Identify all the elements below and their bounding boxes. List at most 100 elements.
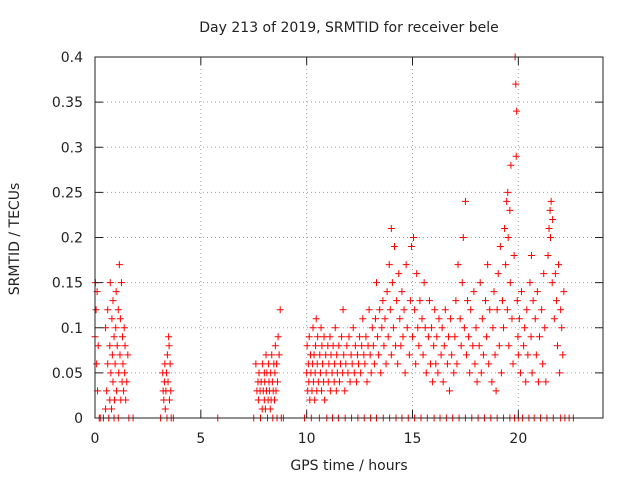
data-point	[331, 360, 339, 368]
data-point	[415, 342, 423, 350]
data-point	[254, 396, 262, 404]
data-point	[397, 342, 405, 350]
data-point	[109, 297, 117, 305]
data-point	[273, 378, 281, 386]
data-point	[516, 369, 524, 377]
data-point	[117, 279, 125, 287]
data-point	[559, 351, 567, 359]
data-point	[451, 333, 459, 341]
data-point	[432, 360, 440, 368]
data-point	[549, 215, 557, 223]
data-point	[381, 315, 389, 323]
data-point	[104, 360, 112, 368]
data-point	[316, 351, 324, 359]
data-point	[532, 351, 540, 359]
data-point	[276, 306, 284, 314]
data-point	[378, 324, 386, 332]
data-point	[547, 197, 555, 205]
y-tick-label: 0.4	[61, 50, 83, 66]
data-point	[483, 333, 491, 341]
data-point	[352, 378, 360, 386]
data-point	[412, 360, 420, 368]
data-point	[165, 333, 173, 341]
data-point	[164, 378, 172, 386]
data-point	[421, 324, 429, 332]
data-point	[425, 297, 433, 305]
data-point	[470, 288, 478, 296]
data-point	[431, 306, 439, 314]
data-point	[379, 297, 387, 305]
data-point	[548, 279, 556, 287]
data-point	[514, 351, 522, 359]
data-point	[393, 297, 401, 305]
data-point	[512, 80, 520, 88]
data-point	[385, 261, 393, 269]
data-point	[163, 369, 171, 377]
data-point	[507, 161, 515, 169]
data-point	[503, 197, 511, 205]
data-point	[523, 306, 531, 314]
data-point	[526, 279, 534, 287]
data-point	[504, 188, 512, 196]
data-point	[440, 342, 448, 350]
data-point	[405, 351, 413, 359]
data-point	[542, 378, 550, 386]
data-point	[259, 360, 267, 368]
data-point	[400, 306, 408, 314]
data-point	[375, 351, 383, 359]
data-point	[471, 360, 479, 368]
data-point	[165, 342, 173, 350]
data-point	[448, 351, 456, 359]
data-point	[469, 342, 477, 350]
data-point	[547, 234, 555, 241]
data-point	[428, 324, 436, 332]
data-point	[111, 360, 119, 368]
data-point	[488, 378, 496, 386]
data-point	[113, 387, 121, 395]
data-point	[395, 270, 403, 278]
data-point	[467, 306, 475, 314]
data-point	[498, 297, 506, 305]
data-point	[373, 279, 381, 287]
data-point	[314, 333, 322, 341]
data-point	[540, 270, 548, 278]
data-point	[503, 306, 511, 314]
data-point	[484, 261, 492, 269]
data-point	[528, 369, 536, 377]
y-axis-label: SRMTID / TECUs	[7, 183, 23, 296]
data-point	[108, 405, 116, 413]
data-point	[556, 369, 564, 377]
data-point	[521, 324, 529, 332]
data-point	[113, 342, 121, 350]
data-point	[319, 360, 327, 368]
data-point	[384, 333, 392, 341]
x-tick-label: 15	[404, 431, 422, 447]
data-point	[317, 324, 325, 332]
data-point	[360, 351, 368, 359]
data-point	[346, 378, 354, 386]
data-point	[333, 351, 341, 359]
data-point	[376, 306, 384, 314]
data-point	[350, 369, 358, 377]
data-point	[326, 333, 334, 341]
y-tick-label: 0.1	[61, 321, 83, 337]
data-point	[115, 369, 123, 377]
data-point	[502, 261, 510, 269]
data-point	[458, 279, 466, 287]
data-point	[122, 396, 130, 404]
data-point	[434, 369, 442, 377]
data-point	[462, 351, 470, 359]
data-point	[416, 297, 424, 305]
data-point	[533, 288, 541, 296]
data-point	[112, 324, 120, 332]
data-point	[112, 288, 120, 296]
data-point	[399, 333, 407, 341]
data-point	[110, 333, 118, 341]
data-point	[557, 306, 565, 314]
data-point	[335, 342, 343, 350]
x-tick-label: 10	[298, 431, 316, 447]
data-point	[473, 378, 481, 386]
data-point	[120, 324, 128, 332]
data-point	[161, 405, 169, 413]
